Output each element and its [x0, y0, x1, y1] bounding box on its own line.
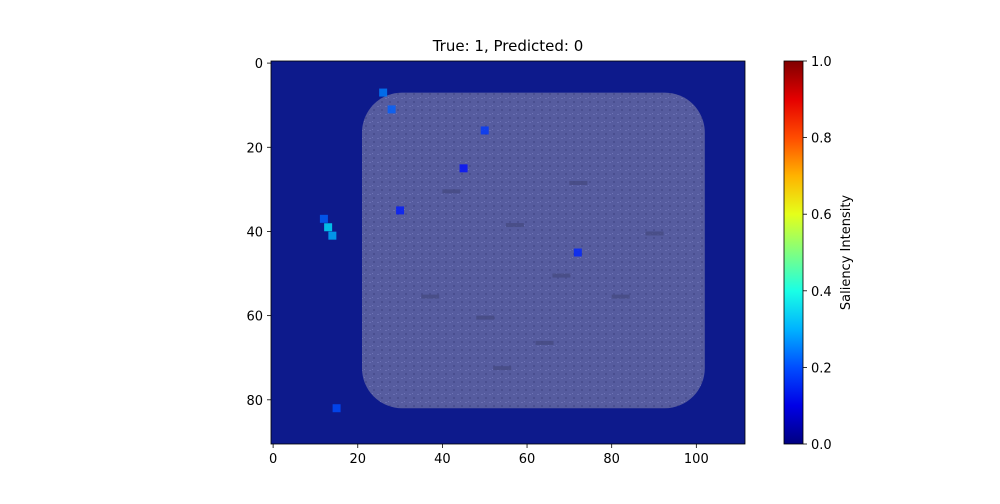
saliency-hotspot	[319, 214, 328, 223]
object-marking	[552, 273, 571, 278]
object-marking	[505, 223, 524, 228]
saliency-hotspot	[387, 105, 396, 114]
x-tick-label: 0	[269, 452, 277, 467]
object-marking	[476, 315, 495, 320]
colorbar	[783, 60, 804, 445]
object-marking	[493, 366, 512, 371]
heatmap-image	[271, 61, 745, 444]
y-tick-label: 40	[246, 225, 263, 240]
y-tick-label: 60	[246, 310, 263, 325]
y-tick-label: 80	[246, 394, 263, 409]
colorbar-tick-label: 0.0	[811, 438, 832, 453]
colorbar-tick-label: 0.2	[811, 361, 832, 376]
colorbar-tick-label: 0.4	[811, 285, 832, 300]
x-tick-label: 100	[684, 452, 709, 467]
saliency-hotspot	[324, 223, 333, 232]
colorbar-tick-label: 0.6	[811, 208, 832, 223]
axes-frame	[270, 60, 746, 445]
colorbar-tick-label: 1.0	[811, 55, 832, 70]
object-marking	[421, 294, 440, 299]
saliency-hotspot	[459, 164, 468, 173]
colorbar-label: Saliency Intensity	[839, 195, 854, 311]
object-region	[361, 92, 705, 409]
x-tick-label: 20	[349, 452, 366, 467]
object-marking	[569, 180, 588, 185]
y-tick-label: 20	[246, 141, 263, 156]
saliency-hotspot	[332, 404, 341, 413]
saliency-hotspot	[328, 231, 337, 240]
object-marking	[442, 189, 461, 194]
object-marking	[611, 294, 630, 299]
x-tick-label: 80	[603, 452, 620, 467]
saliency-hotspot	[396, 206, 405, 215]
saliency-hotspot	[379, 88, 388, 97]
saliency-hotspot	[480, 126, 489, 135]
colorbar-tick-label: 0.8	[811, 132, 832, 147]
object-marking	[535, 340, 554, 345]
saliency-hotspot	[573, 248, 582, 257]
x-tick-label: 40	[434, 452, 451, 467]
y-tick-label: 0	[255, 57, 263, 72]
x-tick-label: 60	[519, 452, 536, 467]
chart-title: True: 1, Predicted: 0	[432, 37, 584, 55]
object-marking	[645, 231, 664, 236]
